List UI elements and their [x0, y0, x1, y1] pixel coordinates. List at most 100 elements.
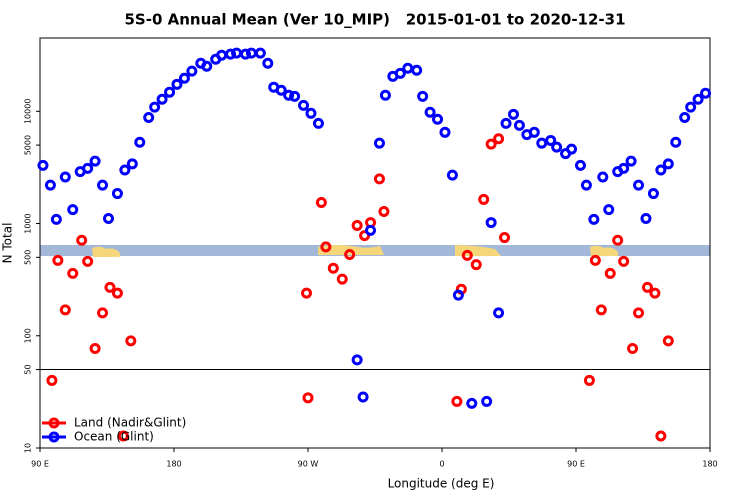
x-tick-label: 90 W	[298, 460, 319, 469]
point	[439, 126, 451, 138]
point	[134, 136, 146, 148]
y-tick-label: 50	[24, 364, 33, 374]
point	[46, 374, 58, 386]
x-tick-label: 90 E	[567, 460, 585, 469]
chart-title: 5S-0 Annual Mean (Ver 10_MIP) 2015-01-01…	[124, 11, 625, 29]
point	[597, 171, 609, 183]
point	[50, 213, 62, 225]
legend-marker	[48, 417, 60, 429]
point	[344, 248, 356, 260]
point	[394, 67, 406, 79]
point	[102, 212, 114, 224]
point	[365, 224, 377, 236]
point	[254, 47, 266, 59]
legend-label: Ocean (Glint)	[74, 430, 154, 444]
point	[432, 113, 444, 125]
point	[566, 143, 578, 155]
point	[580, 179, 592, 191]
point	[500, 117, 512, 129]
point	[499, 232, 511, 244]
x-axis-label: Longitude (deg E)	[388, 477, 495, 491]
y-tick-label: 10	[24, 443, 33, 453]
point	[302, 392, 314, 404]
point	[97, 307, 109, 319]
point	[647, 188, 659, 200]
x-tick-label: 0	[439, 460, 444, 469]
point	[89, 343, 101, 355]
point	[312, 117, 324, 129]
point	[378, 206, 390, 218]
point	[171, 78, 183, 90]
point	[485, 217, 497, 229]
point	[305, 107, 317, 119]
point	[357, 391, 369, 403]
point	[536, 137, 548, 149]
point	[164, 86, 176, 98]
point	[692, 93, 704, 105]
point	[143, 112, 155, 124]
point	[649, 287, 661, 299]
point	[478, 193, 490, 205]
point	[507, 108, 519, 120]
point	[82, 162, 94, 174]
point	[37, 159, 49, 171]
point	[545, 134, 557, 146]
point	[359, 230, 371, 242]
point	[351, 354, 363, 366]
point	[604, 267, 616, 279]
point	[262, 57, 274, 69]
point	[451, 395, 463, 407]
point	[670, 136, 682, 148]
point	[320, 241, 332, 253]
point	[424, 106, 436, 118]
point	[466, 397, 478, 409]
point	[104, 281, 116, 293]
point	[315, 196, 327, 208]
point	[685, 101, 697, 113]
point	[351, 220, 363, 232]
point	[595, 304, 607, 316]
point	[59, 304, 71, 316]
point	[275, 84, 287, 96]
point	[298, 99, 310, 111]
point	[239, 48, 251, 60]
point	[700, 87, 712, 99]
point	[641, 281, 653, 293]
point	[446, 169, 458, 181]
point	[117, 430, 129, 442]
point	[379, 89, 391, 101]
point	[417, 90, 429, 102]
point	[52, 254, 64, 266]
point	[201, 60, 213, 72]
point	[119, 164, 131, 176]
point	[126, 158, 138, 170]
x-tick-label: 90 E	[31, 460, 49, 469]
point	[551, 141, 563, 153]
point	[149, 101, 161, 113]
point	[186, 65, 198, 77]
y-tick-label: 100	[24, 328, 33, 343]
point	[125, 335, 137, 347]
y-tick-label: 500	[24, 250, 33, 265]
point	[589, 254, 601, 266]
point	[411, 64, 423, 76]
x-tick-label: 180	[702, 460, 717, 469]
point	[603, 204, 615, 216]
map-strip	[40, 245, 710, 257]
point	[111, 188, 123, 200]
legend-marker	[48, 431, 60, 443]
point	[588, 213, 600, 225]
point	[67, 267, 79, 279]
point	[89, 155, 101, 167]
point	[156, 93, 168, 105]
point	[289, 90, 301, 102]
y-tick-label: 1000	[24, 213, 33, 233]
x-tick-label: 180	[166, 460, 181, 469]
y-axis-label: N Total	[1, 223, 15, 264]
point	[67, 204, 79, 216]
point	[633, 307, 645, 319]
point	[373, 137, 385, 149]
legend-label: Land (Nadir&Glint)	[74, 416, 186, 430]
point	[618, 162, 630, 174]
